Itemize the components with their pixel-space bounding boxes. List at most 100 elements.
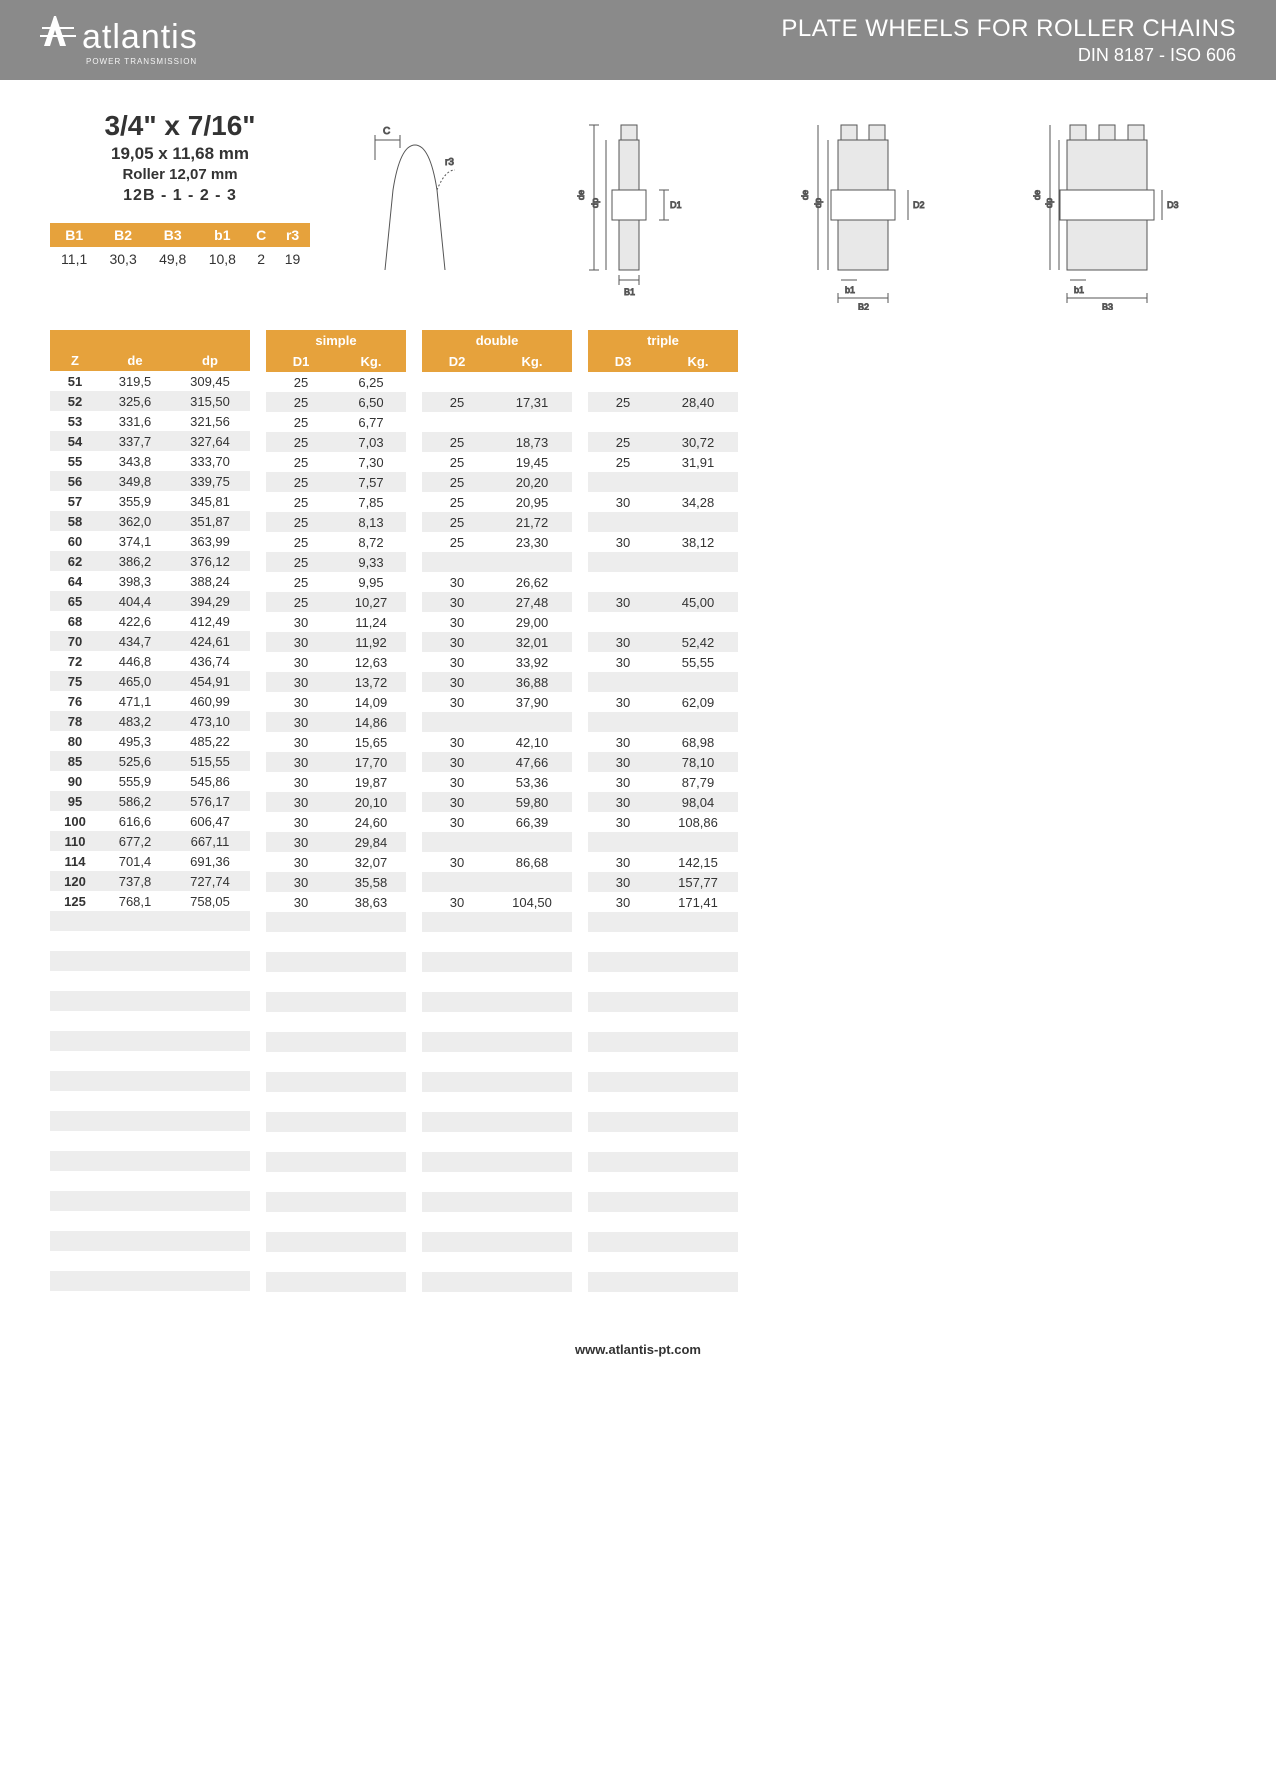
table-cell <box>658 1212 738 1232</box>
diagrams: C r3 de <box>330 110 1226 310</box>
header-bar: atlantis POWER TRANSMISSION PLATE WHEELS… <box>0 0 1276 80</box>
table-cell: 30 <box>422 812 492 832</box>
table-cell: 545,86 <box>170 771 250 791</box>
table-cell <box>422 1272 492 1292</box>
table-cell: 53 <box>50 411 100 431</box>
table-row <box>588 372 738 392</box>
table-row <box>588 412 738 432</box>
table-cell <box>266 1272 336 1292</box>
table-cell: 327,64 <box>170 431 250 451</box>
table-cell: 454,91 <box>170 671 250 691</box>
table-cell: 20,20 <box>492 472 572 492</box>
table-cell <box>336 972 406 992</box>
table-cell: 56 <box>50 471 100 491</box>
table-cell <box>100 1111 170 1131</box>
table-cell: 62 <box>50 551 100 571</box>
table-cell: 24,60 <box>336 812 406 832</box>
table-row: 256,25 <box>266 372 406 392</box>
table-cell <box>50 1111 100 1131</box>
table-cell: 95 <box>50 791 100 811</box>
table-cell <box>492 1032 572 1052</box>
table-cell <box>492 832 572 852</box>
table-cell <box>422 1252 492 1272</box>
table-cell <box>658 552 738 572</box>
table-cell <box>492 1012 572 1032</box>
table-row: 58362,0351,87 <box>50 511 250 531</box>
table-row <box>50 1131 250 1151</box>
table-cell: 25 <box>422 432 492 452</box>
table-cell: 114 <box>50 851 100 871</box>
table-cell: 25 <box>422 492 492 512</box>
table-cell: 25 <box>266 532 336 552</box>
table-cell <box>422 912 492 932</box>
page-title: PLATE WHEELS FOR ROLLER CHAINS <box>781 15 1236 43</box>
table-row <box>588 1212 738 1232</box>
table-cell: 120 <box>50 871 100 891</box>
table-cell <box>588 932 658 952</box>
table-cell <box>170 1011 250 1031</box>
table-cell: 30 <box>588 752 658 772</box>
table-row <box>266 1152 406 1172</box>
table-cell <box>492 1092 572 1112</box>
table-cell <box>658 1012 738 1032</box>
table-row: 60374,1363,99 <box>50 531 250 551</box>
table-row <box>422 952 572 972</box>
table-cell: 76 <box>50 691 100 711</box>
table-cell <box>492 1112 572 1132</box>
table-cell <box>266 912 336 932</box>
table-cell <box>100 911 170 931</box>
table-cell: 47,66 <box>492 752 572 772</box>
table-row <box>422 1272 572 1292</box>
table-cell: 25 <box>588 392 658 412</box>
table-cell: 23,30 <box>492 532 572 552</box>
table-cell <box>170 1231 250 1251</box>
table-row: 3026,62 <box>422 572 572 592</box>
table-cell: 100 <box>50 811 100 831</box>
table-row <box>588 672 738 692</box>
diagram-triple-sprocket: de dp D3 b1 B3 <box>1002 110 1212 310</box>
table-cell: 8,72 <box>336 532 406 552</box>
table-cell <box>422 872 492 892</box>
table-cell: 30 <box>266 812 336 832</box>
table-cell: 52,42 <box>658 632 738 652</box>
table-cell <box>266 972 336 992</box>
table-cell: 30 <box>588 732 658 752</box>
table-cell <box>658 1292 738 1312</box>
table-cell <box>658 472 738 492</box>
logo: atlantis POWER TRANSMISSION <box>40 14 198 66</box>
table-cell: 25 <box>422 532 492 552</box>
table-cell: 691,36 <box>170 851 250 871</box>
table-row: 30108,86 <box>588 812 738 832</box>
table-cell <box>588 1192 658 1212</box>
table-row: 80495,3485,22 <box>50 731 250 751</box>
table-cell <box>170 951 250 971</box>
table-row <box>422 1012 572 1032</box>
table-row <box>588 1032 738 1052</box>
table-row: 3098,04 <box>588 792 738 812</box>
table-cell <box>588 1052 658 1072</box>
table-cell <box>492 1232 572 1252</box>
dim-value: 2 <box>247 247 275 271</box>
table-cell: 30 <box>588 892 658 912</box>
table-row <box>588 912 738 932</box>
table-cell <box>658 1132 738 1152</box>
table-cell: 30 <box>588 792 658 812</box>
table-cell <box>170 1111 250 1131</box>
table-row <box>588 572 738 592</box>
table-row: 3019,87 <box>266 772 406 792</box>
table-cell <box>266 1252 336 1272</box>
table-cell <box>492 972 572 992</box>
table-cell: 78 <box>50 711 100 731</box>
table-cell <box>422 1112 492 1132</box>
table-row: 2520,20 <box>422 472 572 492</box>
table-cell <box>588 1112 658 1132</box>
table-cell <box>266 952 336 972</box>
table-row: 3032,07 <box>266 852 406 872</box>
table-row <box>266 1072 406 1092</box>
table-cell: 30 <box>422 632 492 652</box>
table-cell <box>266 1172 336 1192</box>
table-cell <box>422 1072 492 1092</box>
table-cell <box>336 1132 406 1152</box>
table-cell <box>50 1151 100 1171</box>
table-cell <box>336 932 406 952</box>
